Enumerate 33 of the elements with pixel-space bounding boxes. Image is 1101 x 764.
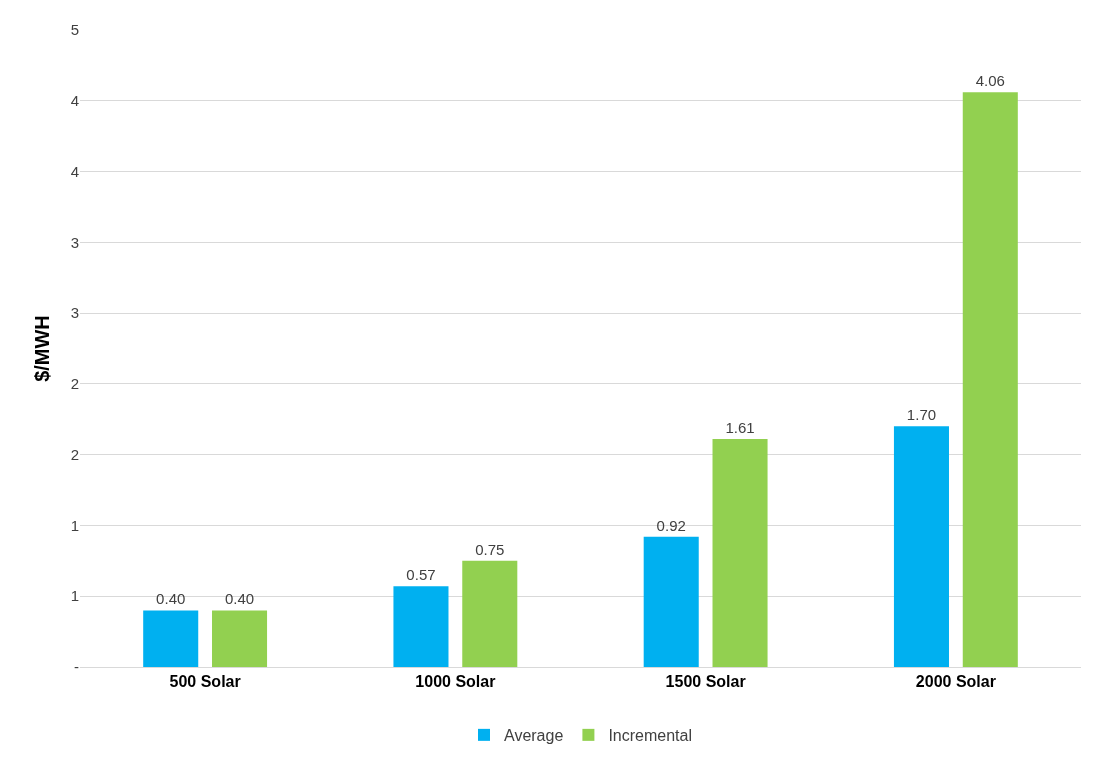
y-tick-label: 2 xyxy=(70,445,79,463)
bar xyxy=(393,586,449,667)
y-tick-label: 4 xyxy=(70,92,79,110)
data-label: 1.61 xyxy=(725,419,755,437)
data-label: 4.06 xyxy=(975,72,1005,90)
y-tick-label: 3 xyxy=(70,304,79,322)
bar xyxy=(143,610,199,667)
y-axis-title: $/MWH xyxy=(31,315,54,382)
legend-label: Incremental xyxy=(608,727,692,745)
x-tick-label: 500 Solar xyxy=(169,673,241,691)
x-tick-label: 1500 Solar xyxy=(665,673,746,691)
y-tick-label: - xyxy=(74,658,79,676)
y-tick-label: 4 xyxy=(70,162,79,180)
bar xyxy=(462,560,518,667)
bar xyxy=(712,439,768,667)
y-tick-label: 5 xyxy=(70,21,79,39)
legend-label: Average xyxy=(504,727,564,745)
bar xyxy=(962,92,1018,667)
y-tick-label: 3 xyxy=(70,233,79,251)
bar xyxy=(893,426,949,667)
y-tick-label: 2 xyxy=(70,375,79,393)
data-label: 0.57 xyxy=(406,566,436,584)
data-label: 0.40 xyxy=(156,590,186,608)
x-tick-label: 1000 Solar xyxy=(415,673,496,691)
data-label: 0.75 xyxy=(475,540,505,558)
data-label: 0.40 xyxy=(224,590,255,608)
bar xyxy=(212,610,268,667)
x-tick-label: 2000 Solar xyxy=(915,673,996,691)
y-tick-label: 1 xyxy=(70,587,79,605)
bar xyxy=(643,536,699,667)
y-tick-label: 1 xyxy=(70,516,79,534)
data-label: 1.70 xyxy=(906,406,937,424)
data-label: 0.92 xyxy=(656,516,686,534)
